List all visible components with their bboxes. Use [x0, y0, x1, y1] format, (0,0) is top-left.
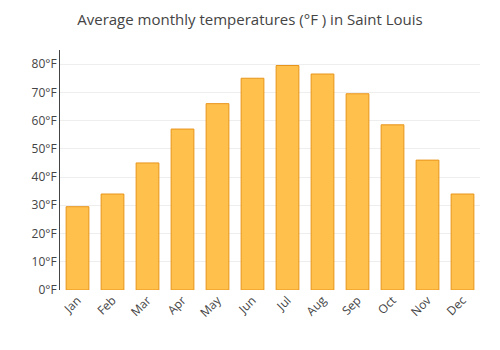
svg-text:Nov: Nov: [407, 292, 435, 320]
svg-text:0°F: 0°F: [38, 281, 56, 298]
svg-text:Jan: Jan: [60, 292, 85, 317]
svg-text:10°F: 10°F: [32, 253, 57, 270]
svg-text:Dec: Dec: [443, 292, 470, 319]
svg-text:Feb: Feb: [93, 292, 119, 318]
svg-text:Oct: Oct: [374, 292, 400, 318]
svg-text:Aug: Aug: [302, 292, 330, 320]
svg-text:30°F: 30°F: [32, 196, 57, 213]
svg-text:70°F: 70°F: [32, 84, 57, 101]
svg-text:May: May: [196, 291, 225, 320]
svg-text:40°F: 40°F: [32, 168, 57, 185]
svg-text:20°F: 20°F: [32, 225, 57, 242]
svg-text:50°F: 50°F: [32, 140, 57, 157]
svg-text:Sep: Sep: [338, 292, 365, 319]
svg-text:80°F: 80°F: [32, 55, 57, 72]
svg-text:Jul: Jul: [272, 292, 294, 314]
svg-text:Apr: Apr: [164, 292, 190, 318]
svg-text:Average monthly temperatures (: Average monthly temperatures (°F ) in Sa…: [77, 9, 423, 29]
svg-text:Mar: Mar: [127, 292, 155, 320]
svg-text:60°F: 60°F: [32, 112, 57, 129]
svg-text:Jun: Jun: [234, 292, 259, 317]
